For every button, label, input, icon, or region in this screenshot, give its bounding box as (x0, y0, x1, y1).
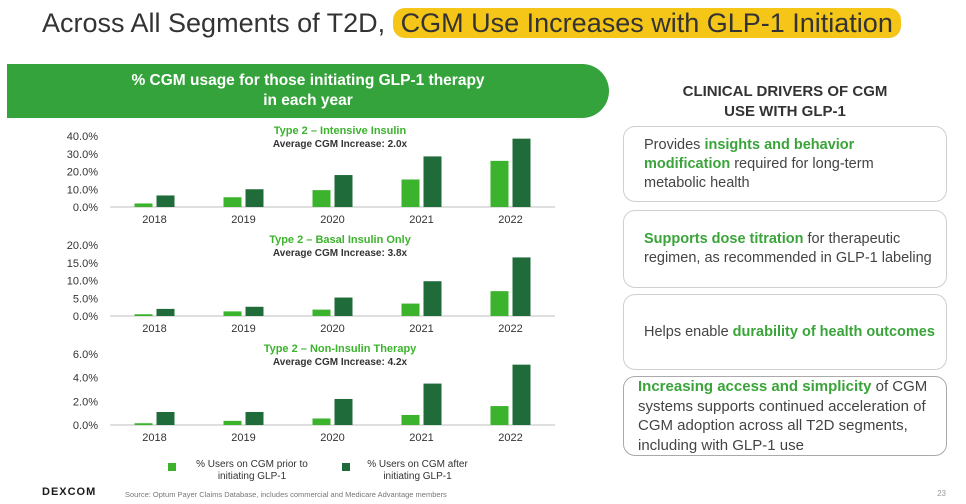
drivers-title-line2: USE WITH GLP-1 (724, 103, 846, 120)
title-prefix: Across All Segments of T2D, (42, 8, 393, 38)
bar-after (245, 411, 264, 425)
x-tick-label: 2020 (320, 432, 344, 444)
bar-after (245, 306, 264, 316)
y-tick-label: 0.0% (73, 202, 98, 214)
legend-swatch-after (342, 463, 350, 471)
title-highlight: CGM Use Increases with GLP-1 Initiation (392, 8, 901, 38)
x-tick-label: 2018 (142, 214, 166, 226)
banner-line1: % CGM usage for those initiating GLP-1 t… (131, 72, 485, 89)
driver4-bold: Increasing access and simplicity (638, 378, 872, 395)
y-tick-label: 20.0% (67, 240, 98, 252)
y-tick-label: 40.0% (67, 131, 98, 143)
y-tick-label: 2.0% (73, 396, 98, 408)
legend-after-line1: % Users on CGM after (367, 459, 468, 470)
page-title: Across All Segments of T2D, CGM Use Incr… (42, 8, 901, 39)
bar-after (245, 189, 264, 207)
driver1-post: required for long-term metabolic health (644, 155, 874, 191)
bar-prior (134, 423, 153, 425)
bar-after (156, 195, 175, 207)
driver-box-titration: Supports dose titration for therapeutic … (623, 210, 947, 288)
legend-prior: % Users on CGM prior to initiating GLP-1 (182, 459, 322, 483)
banner-line2: in each year (263, 92, 353, 109)
bar-prior (134, 314, 153, 316)
y-tick-label: 15.0% (67, 258, 98, 270)
driver2-post: for therapeutic regimen, as recommended … (644, 231, 932, 266)
bar-prior (401, 179, 420, 207)
driver2-bold: Supports dose titration (644, 231, 804, 247)
bar-after (156, 411, 175, 425)
bar-prior (312, 418, 331, 425)
y-tick-label: 5.0% (73, 293, 98, 305)
y-tick-label: 20.0% (67, 167, 98, 179)
bar-prior (223, 420, 242, 425)
chart-title: Type 2 – Basal Insulin Only (269, 234, 412, 246)
x-tick-label: 2022 (498, 432, 522, 444)
x-tick-label: 2020 (320, 323, 344, 335)
driver3-bold: durability of health outcomes (732, 323, 935, 340)
driver4-post: of CGM systems supports continued accele… (638, 378, 928, 454)
driver1-bold: insights and behavior modification (644, 136, 855, 172)
bar-prior (490, 160, 509, 207)
x-tick-label: 2019 (231, 214, 255, 226)
chart-subtitle: Average CGM Increase: 4.2x (273, 357, 408, 368)
drivers-title-line1: CLINICAL DRIVERS OF CGM (682, 83, 888, 100)
legend-after: % Users on CGM after initiating GLP-1 (355, 459, 480, 483)
bar-after (423, 383, 442, 425)
legend-prior-line1: % Users on CGM prior to (196, 459, 308, 470)
bar-prior (223, 311, 242, 316)
x-tick-label: 2021 (409, 214, 433, 226)
bar-prior (134, 203, 153, 207)
legend-swatch-prior (168, 463, 176, 471)
driver-box-durability: Helps enable durability of health outcom… (623, 294, 947, 370)
x-tick-label: 2021 (409, 323, 433, 335)
driver-box-insights: Provides insights and behavior modificat… (623, 126, 947, 202)
driver-box-access: Increasing access and simplicity of CGM … (623, 376, 947, 456)
y-tick-label: 0.0% (73, 311, 98, 323)
chart-banner: % CGM usage for those initiating GLP-1 t… (7, 64, 609, 118)
bar-prior (490, 406, 509, 425)
y-tick-label: 10.0% (67, 184, 98, 196)
x-tick-label: 2019 (231, 323, 255, 335)
dexcom-logo: DEXCOM (42, 486, 97, 498)
page-number: 23 (937, 489, 946, 498)
y-tick-label: 30.0% (67, 149, 98, 161)
x-tick-label: 2022 (498, 214, 522, 226)
y-tick-label: 10.0% (67, 276, 98, 288)
driver3-pre: Helps enable (644, 323, 733, 340)
y-tick-label: 4.0% (73, 373, 98, 385)
bar-after (423, 156, 442, 207)
bar-after (334, 175, 353, 207)
y-tick-label: 0.0% (73, 420, 98, 432)
bar-prior (312, 309, 331, 316)
chart-title: Type 2 – Non-Insulin Therapy (264, 343, 417, 355)
bar-after (512, 138, 531, 207)
legend-prior-line2: initiating GLP-1 (217, 471, 287, 482)
x-tick-label: 2018 (142, 323, 166, 335)
bar-after (334, 398, 353, 425)
y-tick-label: 6.0% (73, 349, 98, 361)
chart-title: Type 2 – Intensive Insulin (274, 125, 407, 137)
source-note: Source: Optum Payer Claims Database, inc… (125, 490, 447, 499)
legend-after-line2: initiating GLP-1 (383, 471, 452, 482)
x-tick-label: 2022 (498, 323, 522, 335)
x-tick-label: 2020 (320, 214, 344, 226)
bar-prior (490, 291, 509, 316)
chart-subtitle: Average CGM Increase: 3.8x (273, 248, 408, 259)
cgm-usage-charts: 40.0% 30.0% 20.0% 10.0% 0.0% Type 2 – Intensi… (67, 125, 555, 444)
bar-prior (223, 197, 242, 207)
bar-after (423, 281, 442, 316)
x-tick-label: 2018 (142, 432, 166, 444)
bar-prior (401, 414, 420, 425)
bar-after (156, 308, 175, 316)
bar-prior (312, 190, 331, 207)
bar-after (512, 364, 531, 425)
bar-prior (401, 303, 420, 316)
drivers-title: CLINICAL DRIVERS OF CGM USE WITH GLP-1 (645, 82, 925, 122)
driver1-pre: Provides (644, 136, 705, 153)
x-tick-label: 2021 (409, 432, 433, 444)
bar-after (512, 257, 531, 316)
x-tick-label: 2019 (231, 432, 255, 444)
bar-after (334, 297, 353, 316)
chart-subtitle: Average CGM Increase: 2.0x (273, 139, 408, 150)
